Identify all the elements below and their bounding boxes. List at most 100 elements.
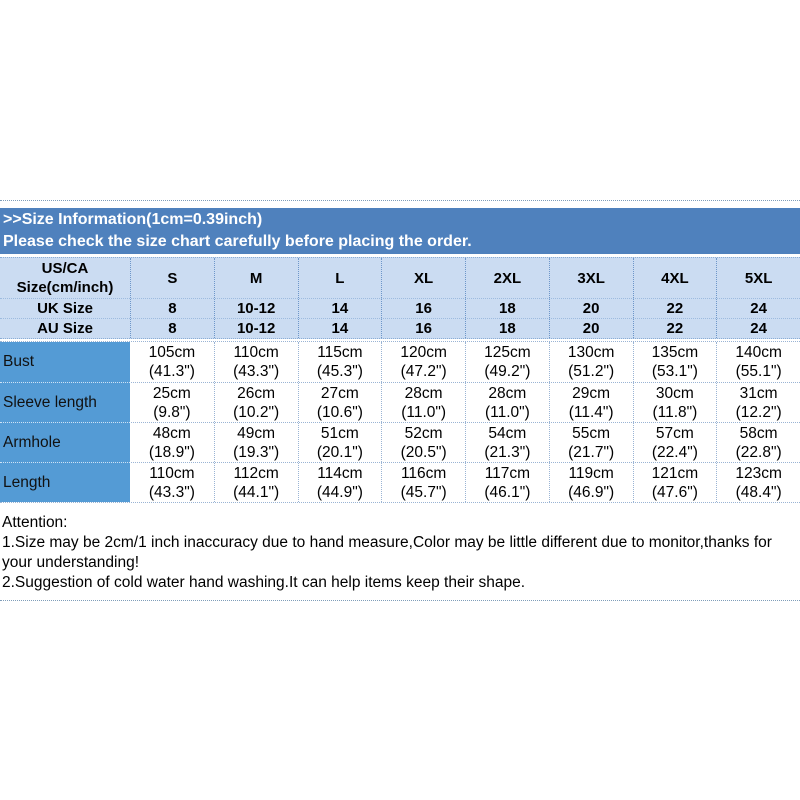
measurement-value-cell: 28cm (11.0") [381,383,465,422]
value-cm: 49cm [237,424,276,442]
measurement-value-cell: 57cm (22.4") [632,423,717,462]
value-cm: 30cm [655,384,694,402]
region-size-value: 8 [130,299,214,318]
value-cm: 25cm [152,384,191,402]
value-inch: (11.4") [568,403,614,421]
value-cm: 110cm [149,464,195,482]
value-inch: (22.8") [735,443,782,461]
value-cm: 135cm [651,344,699,361]
attention-section: Attention: 1.Size may be 2cm/1 inch inac… [0,513,798,593]
value-cm: 51cm [320,424,359,442]
region-size-value: 24 [716,299,800,318]
value-inch: (44.9") [316,483,363,501]
region-size-value: 18 [465,299,549,318]
region-size-value: 22 [632,319,717,338]
measurement-value-cell: 58cm (22.8") [716,423,800,462]
region-size-value: 20 [548,299,633,318]
measurement-row: Bust 105cm (41.3") 110cm (43.3") 115cm (45.3")… [0,342,800,382]
value-inch: (18.9") [148,443,195,461]
value-inch: (12.2") [735,403,782,421]
value-cm: 119cm [568,464,614,482]
value-inch: (21.3") [484,443,531,461]
measurement-value-cell: 115cm (45.3") [297,342,382,382]
measurement-label: Sleeve length [0,382,130,422]
attention-note-2: 2.Suggestion of cold water hand washing.… [2,574,526,591]
value-cm: 110cm [233,344,279,361]
size-header-row: US/CA Size(cm/inch) S M L XL 2XL 3XL 4XL 5XL [0,258,800,298]
value-inch: (43.3") [233,363,280,380]
value-inch: (10.2") [233,403,280,421]
region-size-row: AU Size 8 10-12 14 16 18 20 22 24 [0,318,800,338]
banner-title: >>Size Information(1cm=0.39inch) [3,211,263,228]
measurement-value-cell: 48cm (18.9") [130,423,214,462]
value-cm: 31cm [739,384,778,402]
value-cm: 28cm [488,384,527,402]
value-inch: (10.6") [316,403,363,421]
measurement-section: Bust 105cm (41.3") 110cm (43.3") 115cm (45.3")… [0,341,800,503]
measurement-value-cell: 114cm (44.9") [297,463,382,502]
value-cm: 55cm [572,424,611,442]
region-size-value: 16 [381,299,465,318]
value-cm: 115cm [317,344,363,361]
value-cm: 121cm [651,464,699,482]
value-inch: (44.1") [233,483,280,501]
value-inch: (11.8") [652,403,698,421]
region-size-rows: UK Size 8 10-12 14 16 18 20 22 24 AU Size 8 10-12 14… [0,298,800,338]
value-inch: (11.0") [401,403,447,421]
measurement-value-cell: 29cm (11.4") [548,383,633,422]
value-cm: 105cm [148,344,196,361]
measurement-label: Length [0,462,130,502]
size-column-header: XL [381,258,465,298]
value-cm: 48cm [152,424,191,442]
value-inch: (20.1") [316,443,363,461]
region-size-value: 14 [297,299,382,318]
corner-header-cell: US/CA Size(cm/inch) [0,258,130,298]
measurement-value-cell: 121cm (47.6") [632,463,717,502]
measurement-value-cell: 28cm (11.0") [465,383,549,422]
value-cm: 117cm [484,464,531,482]
value-inch: (19.3") [233,443,280,461]
size-column-header: 4XL [632,258,717,298]
value-cm: 57cm [655,424,694,442]
region-label: AU Size [37,320,93,337]
section-divider [0,339,800,341]
measurement-row: Armhole 48cm (18.9") 49cm (19.3") 51cm (20.1")… [0,422,800,462]
measurement-value-cell: 120cm (47.2") [381,342,465,382]
size-column-header: M [213,258,298,298]
value-inch: (55.1") [735,363,782,380]
region-size-value: 14 [297,319,382,338]
value-cm: 125cm [484,344,531,361]
region-size-value: 18 [465,319,549,338]
value-cm: 112cm [233,464,279,482]
corner-header-line2: Size(cm/inch) [16,279,114,296]
value-inch: (49.2") [484,363,531,380]
value-inch: (22.4") [651,443,698,461]
size-info-block: >>Size Information(1cm=0.39inch) Please … [0,200,800,601]
region-label: UK Size [37,300,93,317]
measurement-value-cell: 135cm (53.1") [632,342,717,382]
banner-subtitle: Please check the size chart carefully be… [3,233,472,250]
measurement-value-cell: 123cm (48.4") [716,463,800,502]
measurement-value-cell: 110cm (43.3") [213,342,298,382]
value-inch: (45.7") [400,483,447,501]
value-inch: (46.1") [484,483,531,501]
measurement-value-cell: 117cm (46.1") [465,463,549,502]
measurement-value-cell: 49cm (19.3") [213,423,298,462]
value-inch: (11.0") [484,403,530,421]
measurement-label: Bust [0,342,130,382]
value-inch: (41.3") [148,363,195,380]
value-cm: 27cm [320,384,359,402]
measurement-value-cell: 31cm (12.2") [716,383,800,422]
size-column-header: 3XL [548,258,633,298]
value-cm: 52cm [404,424,443,442]
value-inch: (53.1") [651,363,698,380]
measurement-value-cell: 105cm (41.3") [130,342,214,382]
value-cm: 29cm [572,384,611,402]
measurement-value-cell: 130cm (51.2") [548,342,633,382]
size-column-header: L [297,258,382,298]
measurement-value-cell: 112cm (44.1") [213,463,298,502]
measurement-value-cell: 140cm (55.1") [716,342,800,382]
value-cm: 58cm [739,424,778,442]
measurement-value-cell: 125cm (49.2") [465,342,549,382]
value-cm: 140cm [735,344,782,361]
